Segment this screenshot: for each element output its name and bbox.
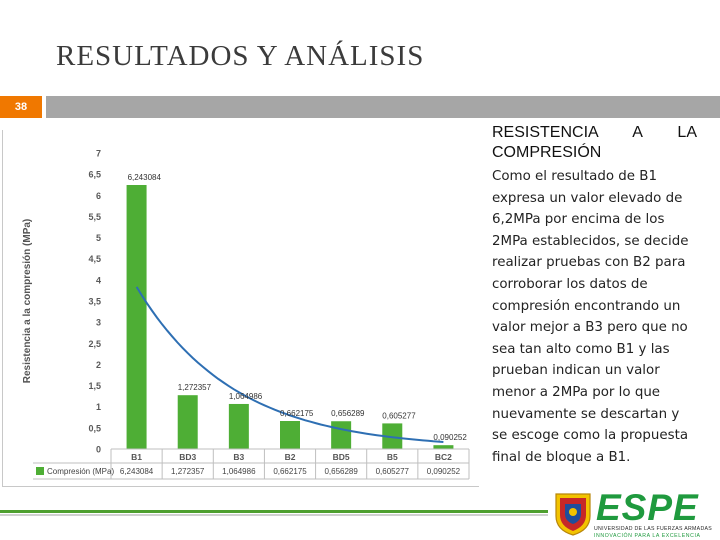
bar-data-label: 1,064986 <box>229 392 263 401</box>
logo-tagline-2: INNOVACIÓN PARA LA EXCELENCIA <box>594 533 701 539</box>
data-table-cell: 0,090252 <box>427 467 461 476</box>
data-table-cell: 1,272357 <box>171 467 205 476</box>
y-tick-label: 1,5 <box>88 381 101 391</box>
bar <box>433 445 454 449</box>
bar-data-label: 0,656289 <box>331 409 365 418</box>
bar <box>126 185 147 450</box>
y-tick-label: 4 <box>96 275 101 285</box>
y-tick-label: 3,5 <box>88 297 101 307</box>
y-tick-label: 1 <box>96 402 101 412</box>
data-table-cell: 0,662175 <box>273 467 307 476</box>
slide-number: 38 <box>0 96 42 118</box>
analysis-body: Como el resultado de B1 expresa un valor… <box>492 169 689 465</box>
header-bar-gap <box>42 96 46 118</box>
analysis-text: RESISTENCIA A LA COMPRESIÓN Como el resu… <box>492 123 697 468</box>
data-table-cell: 0,605277 <box>376 467 410 476</box>
bar <box>331 421 352 449</box>
university-seal-icon <box>555 493 591 536</box>
x-tick-label: B1 <box>131 452 142 462</box>
data-table-cell: 0,656289 <box>324 467 358 476</box>
y-tick-label: 3 <box>96 318 101 328</box>
bar-data-label: 6,243084 <box>128 173 162 182</box>
analysis-heading-line1: RESISTENCIA A LA <box>492 124 697 141</box>
trendline <box>135 286 444 443</box>
bar-data-label: 0,090252 <box>433 433 467 442</box>
bar-data-label: 0,605277 <box>382 411 416 420</box>
y-tick-label: 0 <box>96 445 101 455</box>
y-axis-title: Resistencia a la compresión (MPa) <box>22 219 33 384</box>
y-tick-label: 6,5 <box>88 170 101 180</box>
bar-data-label: 0,662175 <box>280 409 314 418</box>
compression-chart: Resistencia a la compresión (MPa) 0 0,5 1 1… <box>22 149 470 480</box>
x-tick-label: BD3 <box>179 452 196 462</box>
legend-swatch <box>36 467 44 475</box>
y-tick-label: 4,5 <box>88 254 101 264</box>
data-table-cell: 6,243084 <box>120 467 154 476</box>
y-tick-label: 2,5 <box>88 339 101 349</box>
footer-gray-line <box>0 514 720 516</box>
bar-data-label: 1,272357 <box>178 383 212 392</box>
footer-green-line <box>0 510 720 513</box>
x-tick-label: BC2 <box>435 452 452 462</box>
logo-wordmark: ESPE <box>596 487 699 528</box>
analysis-heading-line2: COMPRESIÓN <box>492 144 602 161</box>
x-tick-label: B3 <box>233 452 244 462</box>
chart-frame: Resistencia a la compresión (MPa) 0 0,5 1 1… <box>2 130 479 487</box>
y-tick-label: 5 <box>96 233 101 243</box>
x-tick-label: B2 <box>285 452 296 462</box>
espe-logo: ESPE UNIVERSIDAD DE LAS FUERZAS ARMADAS … <box>548 488 720 540</box>
y-tick-label: 7 <box>96 149 101 159</box>
y-tick-label: 0,5 <box>88 423 101 433</box>
x-tick-label: BD5 <box>333 452 350 462</box>
legend-label: Compresión (MPa) <box>47 467 114 476</box>
x-tick-label: B5 <box>387 452 398 462</box>
bar <box>177 395 198 449</box>
logo-tagline-1: UNIVERSIDAD DE LAS FUERZAS ARMADAS <box>594 526 713 532</box>
bar <box>280 420 300 449</box>
data-table-cell: 1,064986 <box>222 467 256 476</box>
y-tick-label: 2 <box>96 360 101 370</box>
bar <box>228 403 249 449</box>
y-tick-label: 6 <box>96 191 101 201</box>
slide-title: RESULTADOS Y ANÁLISIS <box>56 40 425 72</box>
header-bar <box>0 96 720 118</box>
y-tick-label: 5,5 <box>88 212 101 222</box>
